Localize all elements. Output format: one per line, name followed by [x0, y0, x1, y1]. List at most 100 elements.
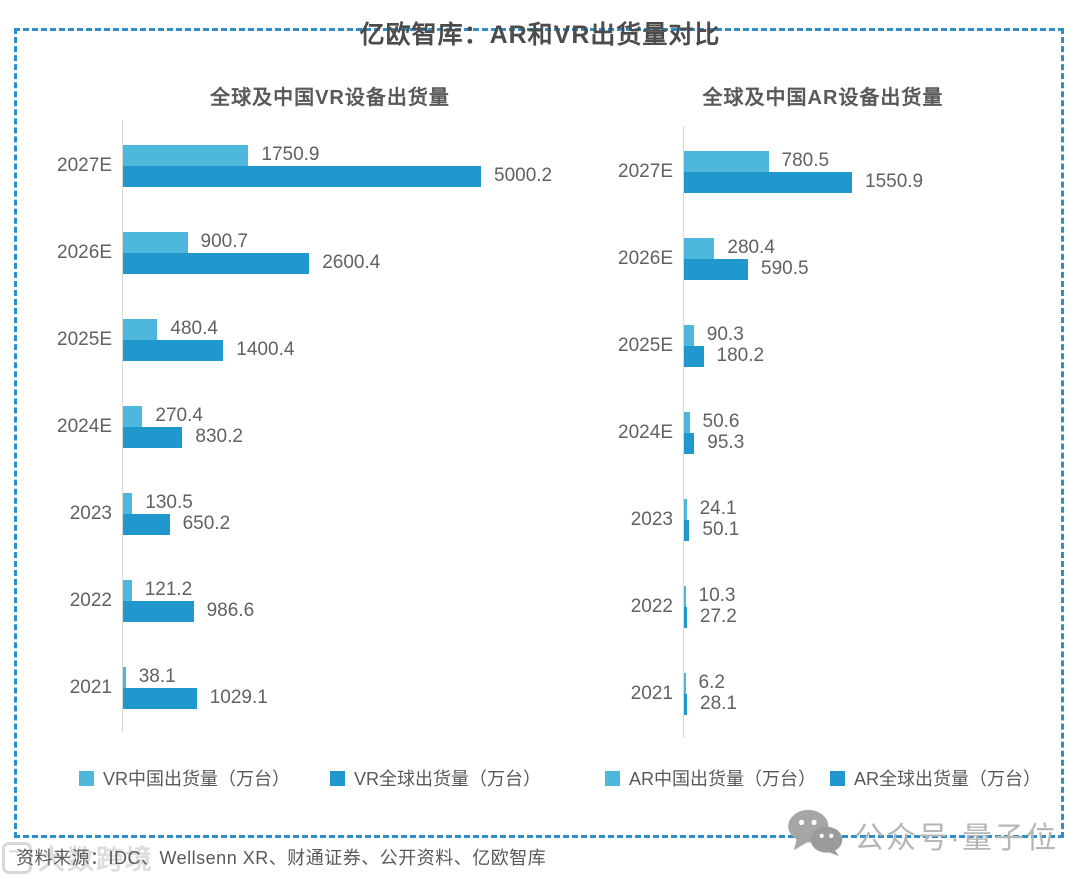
- bar-line: 780.5: [684, 150, 923, 172]
- bar-line: 1029.1: [123, 687, 268, 709]
- bar-pair: 280.4 590.5: [684, 237, 809, 280]
- bar-group: 2026E 900.7 2600.4: [30, 209, 590, 296]
- watermark: 乛 大数跨境: [2, 838, 154, 877]
- value-label: 180.2: [716, 345, 765, 366]
- value-label: 38.1: [138, 666, 176, 687]
- year-label: 2024E: [618, 421, 673, 443]
- bar-line: 590.5: [684, 258, 809, 280]
- year-label: 2024E: [57, 415, 112, 437]
- legend-item: AR中国出货量（万台）: [604, 765, 816, 791]
- watermark-logo-icon: 乛: [2, 841, 32, 874]
- ar-shipments-chart: 全球及中国AR设备出货量 2027E 780.5 1550.9 2026E 280.4 5…: [598, 84, 1048, 791]
- vr-global-bar: [123, 426, 183, 448]
- value-label: 50.6: [702, 411, 740, 432]
- bar-pair: 90.3 180.2: [684, 324, 765, 367]
- year-label: 2021: [69, 676, 112, 698]
- value-label: 270.4: [155, 405, 203, 426]
- vr-china-bar: [123, 666, 126, 688]
- value-label: 28.1: [700, 693, 737, 714]
- legend-item: VR全球出货量（万台）: [330, 765, 541, 791]
- vr-plot-area: 2027E 1750.9 5000.2 2026E 900.7 2600.4 2025E 48…: [30, 120, 590, 732]
- vr-china-bar: [123, 231, 188, 253]
- bar-group: 2021 6.2 28.1: [598, 650, 1048, 737]
- bar-line: 121.2: [123, 579, 254, 601]
- ar-china-bar: [684, 411, 690, 433]
- value-label: 480.4: [170, 318, 218, 339]
- ar-chart-title: 全球及中国AR设备出货量: [702, 87, 944, 109]
- ar-global-bar: [684, 693, 687, 715]
- ar-global-bar: [684, 519, 690, 541]
- value-label: 2600.4: [322, 252, 381, 273]
- value-label: 590.5: [761, 258, 809, 279]
- ar-global-bar: [684, 345, 704, 367]
- value-label: 5000.2: [494, 165, 553, 186]
- bar-line: 830.2: [123, 426, 243, 448]
- bar-pair: 38.1 1029.1: [123, 666, 268, 709]
- bar-group: 2025E 480.4 1400.4: [30, 296, 590, 383]
- bar-line: 1400.4: [123, 339, 295, 361]
- bar-line: 38.1: [123, 666, 268, 688]
- bar-line: 50.6: [684, 411, 744, 433]
- ar-global-bar: [684, 258, 748, 280]
- legend-label: VR中国出货量（万台）: [102, 769, 290, 789]
- legend-swatch: [330, 770, 345, 786]
- bar-pair: 50.6 95.3: [684, 411, 744, 454]
- legend-swatch: [78, 770, 94, 786]
- year-label: 2027E: [618, 160, 673, 182]
- bar-pair: 270.4 830.2: [123, 405, 243, 448]
- bar-pair: 24.1 50.1: [684, 498, 739, 541]
- bar-line: 27.2: [684, 606, 737, 628]
- bar-group: 2026E 280.4 590.5: [598, 215, 1048, 302]
- page-title: 亿欧智库：AR和VR出货量对比: [359, 21, 721, 49]
- ar-legend: AR中国出货量（万台） AR全球出货量（万台）: [598, 765, 1048, 791]
- bar-line: 2600.4: [123, 252, 381, 274]
- bar-line: 480.4: [123, 318, 294, 340]
- year-label: 2023: [69, 502, 112, 524]
- value-label: 1750.9: [261, 144, 320, 165]
- vr-axis-line: [122, 120, 123, 732]
- bar-group: 2023 24.1 50.1: [598, 476, 1048, 563]
- value-label: 900.7: [200, 231, 249, 252]
- ar-china-bar: [684, 585, 686, 607]
- value-label: 1550.9: [865, 171, 924, 192]
- bar-group: 2024E 270.4 830.2: [30, 383, 590, 470]
- vr-shipments-chart: 全球及中国VR设备出货量 2027E 1750.9 5000.2 2026E 900.7…: [30, 84, 590, 791]
- value-label: 986.6: [206, 600, 255, 621]
- bar-pair: 10.3 27.2: [684, 585, 737, 628]
- bar-line: 650.2: [123, 513, 230, 535]
- bar-line: 6.2: [684, 672, 737, 694]
- ar-global-bar: [684, 606, 687, 628]
- value-label: 90.3: [706, 324, 744, 345]
- legend-label: AR中国出货量（万台）: [628, 769, 816, 789]
- bar-pair: 6.2 28.1: [684, 672, 737, 715]
- value-label: 121.2: [144, 579, 193, 600]
- ar-plot-area: 2027E 780.5 1550.9 2026E 280.4 590.5 2025E 90.3…: [598, 126, 1048, 738]
- wechat-badge-label: 公众号·量子位: [854, 821, 1058, 855]
- year-label: 2027E: [57, 154, 112, 176]
- ar-china-bar: [684, 324, 694, 346]
- vr-china-bar: [123, 144, 249, 166]
- bar-line: 5000.2: [123, 165, 553, 187]
- year-label: 2023: [630, 508, 673, 530]
- bar-pair: 1750.9 5000.2: [123, 144, 553, 187]
- legend-item: VR中国出货量（万台）: [78, 765, 290, 791]
- vr-china-bar: [123, 492, 133, 514]
- value-label: 24.1: [699, 498, 737, 519]
- vr-global-bar: [123, 687, 197, 709]
- vr-china-bar: [123, 579, 132, 601]
- ar-global-bar: [684, 432, 695, 454]
- value-label: 1400.4: [236, 339, 295, 360]
- bar-line: 280.4: [684, 237, 809, 259]
- bar-line: 270.4: [123, 405, 243, 427]
- value-label: 1029.1: [209, 687, 268, 708]
- year-label: 2025E: [57, 328, 112, 350]
- vr-global-bar: [123, 165, 481, 187]
- ar-china-bar: [684, 498, 687, 520]
- bar-group: 2023 130.5 650.2: [30, 470, 590, 557]
- year-label: 2022: [630, 595, 673, 617]
- bar-line: 10.3: [684, 585, 737, 607]
- ar-axis-line: [683, 126, 684, 738]
- year-label: 2026E: [57, 241, 112, 263]
- bar-line: 24.1: [684, 498, 739, 520]
- vr-china-bar: [123, 405, 143, 427]
